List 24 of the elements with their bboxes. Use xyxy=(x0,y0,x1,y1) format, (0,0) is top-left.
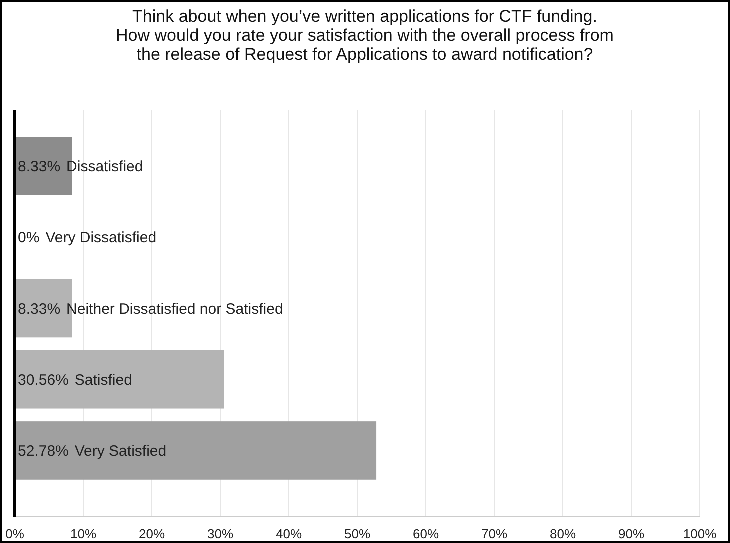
data-label: 30.56% xyxy=(18,372,69,389)
x-tick-label: 90% xyxy=(618,526,645,542)
x-tick-label: 20% xyxy=(138,526,166,542)
y-tick-label: Neither Dissatisfied nor Satisfied xyxy=(66,300,284,318)
y-tick-label: Dissatisfied xyxy=(66,158,144,176)
x-tick-label: 10% xyxy=(70,526,97,542)
y-tick-label: Satisfied xyxy=(74,372,132,389)
y-tick-label: Very Dissatisfied xyxy=(46,230,157,247)
bar xyxy=(15,422,377,480)
x-tick-label: 40% xyxy=(276,526,302,542)
x-tick-label: 80% xyxy=(550,526,576,542)
data-label: 52.78% xyxy=(18,442,69,460)
x-tick-label: 30% xyxy=(207,526,234,542)
data-label: 8.33% xyxy=(18,158,61,176)
data-label: 8.33% xyxy=(18,300,61,318)
x-tick-label: 60% xyxy=(412,526,440,542)
x-tick-label: 70% xyxy=(481,526,508,542)
data-label: 0% xyxy=(18,230,40,247)
x-tick-label: 0% xyxy=(6,526,25,542)
x-tick-label: 50% xyxy=(344,526,371,542)
y-tick-label: Very Satisfied xyxy=(74,442,167,460)
chart-title: Think about when you’ve written applications for CTF funding. How would you rate your satisfaction with the overall process from the release of Request for Applications to award notification? xyxy=(116,7,614,64)
x-tick-label: 100% xyxy=(683,526,718,542)
bar xyxy=(15,350,224,409)
